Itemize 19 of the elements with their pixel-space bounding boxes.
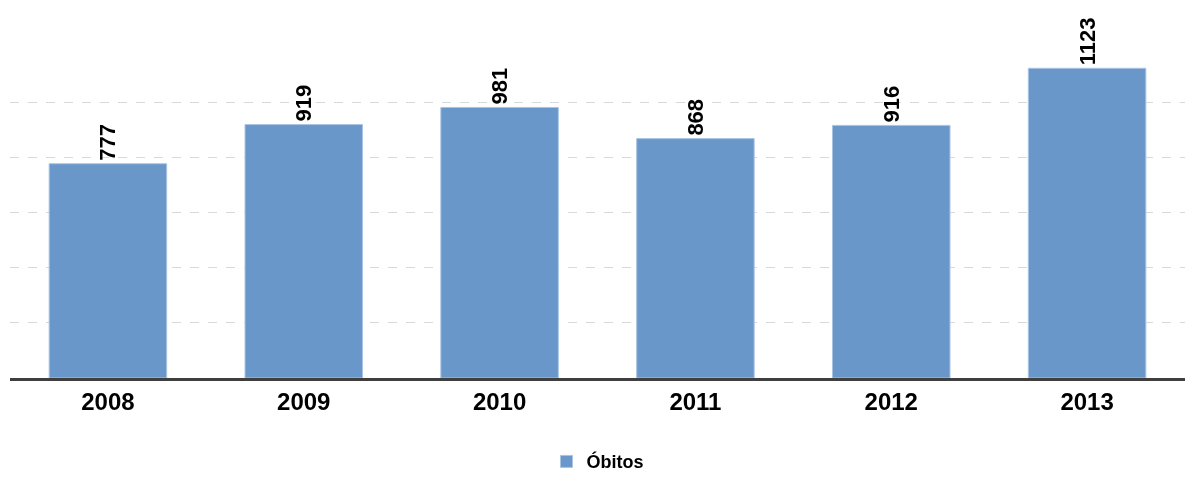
- x-tick-label: 2008: [81, 387, 135, 415]
- data-label: 916: [878, 85, 904, 123]
- bar: [636, 138, 755, 378]
- data-label: 981: [487, 67, 513, 105]
- x-tick-label: 2011: [669, 387, 722, 415]
- x-tick-label: 2013: [1060, 387, 1114, 415]
- data-label: 1123: [1074, 17, 1100, 66]
- bar: [832, 124, 951, 378]
- bar: [440, 106, 559, 378]
- x-tick-label: 2009: [277, 387, 331, 415]
- data-label: 868: [682, 98, 708, 136]
- bar: [1027, 67, 1147, 378]
- legend-label: Óbitos: [586, 451, 644, 473]
- x-tick-label: 2010: [472, 387, 527, 415]
- x-tick-label: 2012: [864, 387, 918, 415]
- bar: [244, 124, 363, 378]
- data-label: 919: [291, 84, 317, 122]
- data-label: 777: [95, 124, 121, 161]
- bar: [48, 163, 168, 378]
